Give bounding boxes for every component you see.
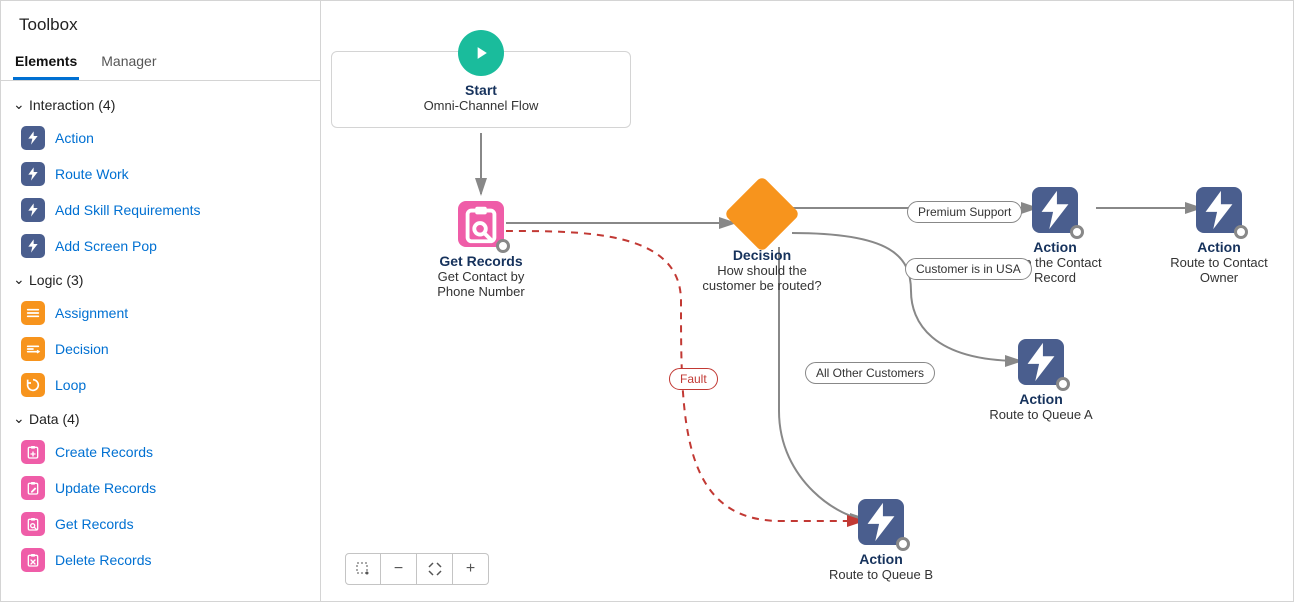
edge-label-premium: Premium Support	[907, 201, 1022, 223]
node-subtitle: Get Contact byPhone Number	[406, 269, 556, 299]
node-title: Action	[990, 239, 1120, 255]
toolbox-item[interactable]: Action	[17, 120, 308, 156]
node-title: Start	[362, 82, 600, 98]
decision-icon	[21, 337, 45, 361]
toolbox-item-label: Create Records	[55, 444, 153, 460]
chevron-down-icon: ⌄	[13, 410, 23, 427]
toolbox-item-label: Add Skill Requirements	[55, 202, 201, 218]
toolbox-sidebar: Toolbox Elements Manager ⌄ Interaction (4…	[1, 1, 321, 601]
toolbox-item-label: Route Work	[55, 166, 129, 182]
chevron-down-icon: ⌄	[13, 96, 23, 113]
node-title: Get Records	[406, 253, 556, 269]
bolt-icon	[21, 198, 45, 222]
flow-canvas[interactable]: − + StartOmni-Channel Flow Get RecordsGet…	[321, 1, 1293, 601]
node-subtitle: Route to Queue A	[966, 407, 1116, 422]
flow-node-routeOwner[interactable]: ActionRoute to ContactOwner	[1149, 187, 1289, 285]
toolbox-item-label: Update Records	[55, 480, 156, 496]
bolt-icon	[858, 499, 904, 545]
node-subtitle: Route to Queue B	[801, 567, 961, 582]
zoom-in-button[interactable]: +	[453, 553, 489, 585]
clip-pencil-icon	[21, 476, 45, 500]
node-subtitle: Route to ContactOwner	[1149, 255, 1289, 285]
clip-search-icon	[21, 512, 45, 536]
edge-label-usa: Customer is in USA	[905, 258, 1032, 280]
assignment-icon	[21, 301, 45, 325]
group-label: Data (4)	[29, 411, 80, 427]
toolbox-item[interactable]: Delete Records	[17, 542, 308, 578]
clip-plus-icon	[21, 440, 45, 464]
toolbox-item[interactable]: Get Records	[17, 506, 308, 542]
group-header[interactable]: ⌄ Logic (3)	[13, 264, 308, 295]
zoom-controls: − +	[345, 553, 489, 585]
toolbox-item-label: Decision	[55, 341, 109, 357]
node-title: Action	[1149, 239, 1289, 255]
tab-manager[interactable]: Manager	[99, 45, 158, 80]
toolbox-item[interactable]: Create Records	[17, 434, 308, 470]
toolbox-item-label: Delete Records	[55, 552, 152, 568]
edge-label-others: All Other Customers	[805, 362, 935, 384]
toolbox-item[interactable]: Route Work	[17, 156, 308, 192]
toolbox-item-label: Loop	[55, 377, 86, 393]
toolbox-item[interactable]: Add Skill Requirements	[17, 192, 308, 228]
play-icon	[458, 30, 504, 76]
node-title: Action	[801, 551, 961, 567]
decision-icon	[724, 176, 800, 252]
toolbox-item-label: Add Screen Pop	[55, 238, 157, 254]
group-label: Logic (3)	[29, 272, 83, 288]
group-header[interactable]: ⌄ Data (4)	[13, 403, 308, 434]
edge-label-fault: Fault	[669, 368, 718, 390]
flow-node-decision[interactable]: DecisionHow should thecustomer be routed…	[682, 187, 842, 293]
group-header[interactable]: ⌄ Interaction (4)	[13, 89, 308, 120]
zoom-fit-button[interactable]	[417, 553, 453, 585]
clip-search-icon	[458, 201, 504, 247]
bolt-icon	[21, 234, 45, 258]
bolt-icon	[21, 126, 45, 150]
chevron-down-icon: ⌄	[13, 271, 23, 288]
node-subtitle: How should thecustomer be routed?	[682, 263, 842, 293]
toolbox-item[interactable]: Loop	[17, 367, 308, 403]
flow-node-get[interactable]: Get RecordsGet Contact byPhone Number	[406, 201, 556, 299]
clip-x-icon	[21, 548, 45, 572]
toolbox-item[interactable]: Update Records	[17, 470, 308, 506]
bolt-icon	[1032, 187, 1078, 233]
toolbox-tabs: Elements Manager	[1, 45, 320, 81]
node-title: Action	[966, 391, 1116, 407]
flow-node-queueB[interactable]: ActionRoute to Queue B	[801, 499, 961, 582]
toolbox-item[interactable]: Assignment	[17, 295, 308, 331]
toolbox-item-label: Assignment	[55, 305, 128, 321]
toolbox-item[interactable]: Decision	[17, 331, 308, 367]
bolt-icon	[1196, 187, 1242, 233]
toolbox-body: ⌄ Interaction (4) Action Route Work Add Skil…	[1, 81, 320, 586]
toolbox-item-label: Action	[55, 130, 94, 146]
bolt-icon	[21, 162, 45, 186]
select-tool-button[interactable]	[345, 553, 381, 585]
node-subtitle: Omni-Channel Flow	[362, 98, 600, 113]
tab-elements[interactable]: Elements	[13, 45, 79, 80]
toolbox-item-label: Get Records	[55, 516, 134, 532]
zoom-out-button[interactable]: −	[381, 553, 417, 585]
group-label: Interaction (4)	[29, 97, 115, 113]
bolt-icon	[1018, 339, 1064, 385]
toolbox-item[interactable]: Add Screen Pop	[17, 228, 308, 264]
flow-node-start[interactable]: StartOmni-Channel Flow	[331, 51, 631, 128]
toolbox-title: Toolbox	[1, 1, 320, 45]
loop-icon	[21, 373, 45, 397]
flow-node-queueA[interactable]: ActionRoute to Queue A	[966, 339, 1116, 422]
